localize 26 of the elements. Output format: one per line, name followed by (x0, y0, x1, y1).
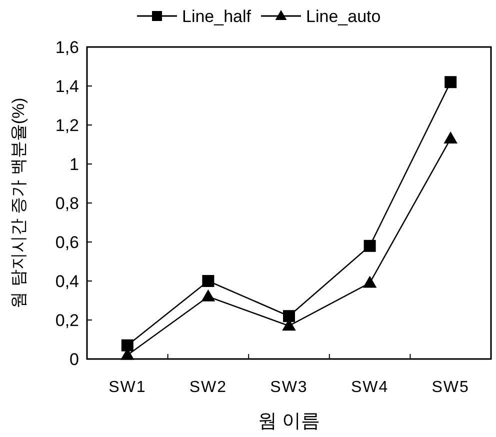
point (444, 131, 458, 144)
y-tick-label: 0 (70, 350, 79, 369)
point (201, 289, 216, 302)
y-axis-title: 웜 탐지시간 증가 백분율(%) (9, 98, 28, 308)
y-tick-label: 0,2 (55, 311, 79, 330)
y-tick-label: 0,8 (55, 194, 79, 213)
point (444, 76, 457, 88)
point (283, 310, 295, 322)
point (121, 339, 134, 352)
point (202, 275, 214, 287)
x-tick-label: SW1 (108, 379, 146, 396)
x-tick-label: SW2 (189, 379, 228, 396)
y-tick-label: 1,4 (55, 77, 79, 96)
y-tick-label: 1,2 (55, 116, 79, 135)
y-tick-label: 1 (70, 155, 79, 174)
legend-label: Line_auto (306, 7, 381, 26)
point (362, 276, 377, 288)
x-tick-label: SW4 (350, 379, 389, 396)
legend-label: Line_half (182, 7, 252, 26)
point (364, 240, 376, 252)
x-tick-label: SW3 (270, 379, 308, 396)
y-tick-label: 0,6 (55, 233, 79, 252)
x-axis-title: 웜 이름 (258, 411, 320, 432)
x-tick-label: SW5 (432, 379, 470, 396)
y-tick-label: 1,6 (55, 38, 79, 57)
y-tick-label: 0,4 (55, 272, 79, 291)
